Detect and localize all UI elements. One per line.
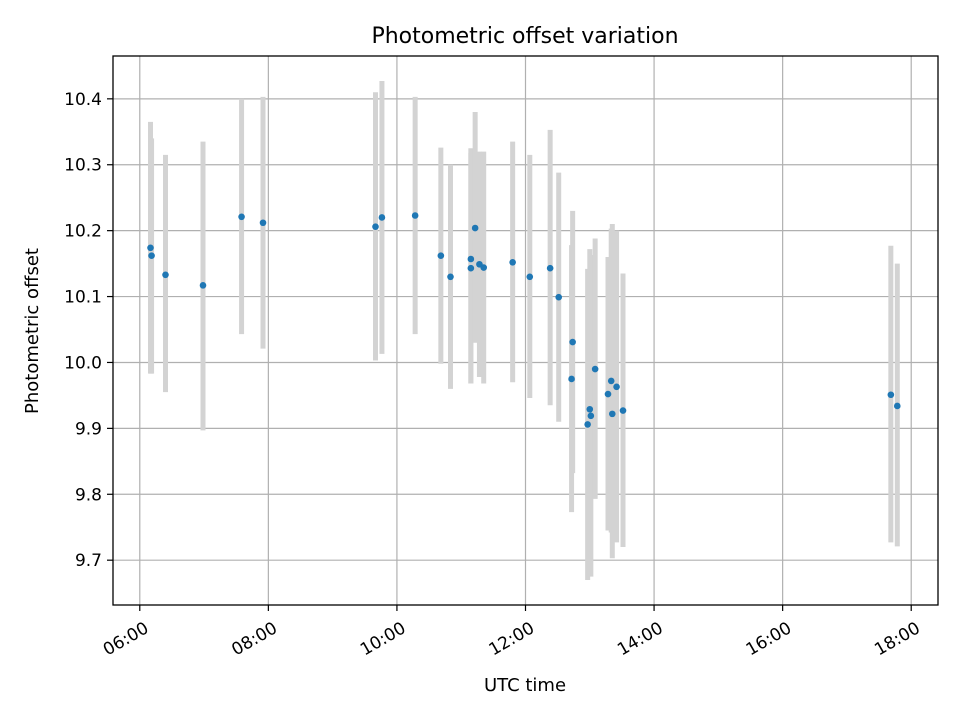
y-tick-label: 10.0 — [64, 353, 102, 373]
data-point — [372, 223, 379, 230]
data-point — [587, 412, 595, 420]
tick-layer: 06:00 08:00 10:00 12:00 14:00 16:00 18:00 9.7 9.… — [64, 90, 924, 660]
data-point — [411, 212, 419, 219]
data-point — [471, 224, 479, 232]
data-point — [526, 273, 534, 281]
chart-title: Photometric offset variation — [371, 24, 678, 49]
data-point — [619, 407, 627, 414]
x-axis-label: UTC time — [484, 675, 566, 696]
data-point — [591, 365, 599, 373]
data-point — [162, 271, 169, 279]
data-point — [467, 264, 475, 272]
data-point — [608, 410, 616, 418]
data-point — [238, 213, 245, 221]
data-point — [147, 244, 154, 252]
data-point — [437, 252, 445, 259]
point-layer — [147, 212, 901, 428]
x-tick-label: 14:00 — [614, 618, 666, 660]
x-tick-label: 18:00 — [871, 618, 923, 660]
data-point — [378, 214, 386, 221]
y-tick-label: 9.7 — [75, 551, 102, 571]
data-point — [148, 252, 155, 259]
x-tick-label: 16:00 — [743, 618, 795, 660]
data-point — [480, 264, 488, 271]
y-tick-label: 10.4 — [64, 90, 102, 110]
data-point — [893, 402, 901, 410]
data-point — [604, 390, 612, 398]
data-point — [887, 391, 895, 399]
x-tick-label: 12:00 — [486, 618, 538, 660]
y-axis-label: Photometric offset — [22, 248, 43, 414]
y-tick-label: 10.2 — [64, 222, 102, 242]
data-point — [447, 273, 454, 281]
data-point — [259, 219, 267, 227]
x-tick-label: 10:00 — [357, 618, 409, 660]
y-tick-label: 10.1 — [64, 288, 102, 308]
data-point — [546, 264, 554, 272]
errorbar-layer — [148, 81, 900, 580]
data-point — [568, 375, 575, 383]
data-point — [199, 282, 207, 289]
x-tick-label: 08:00 — [228, 618, 280, 660]
data-point — [586, 405, 594, 413]
data-point — [584, 421, 591, 428]
data-point — [555, 293, 563, 301]
data-point — [467, 255, 475, 263]
y-tick-label: 9.8 — [75, 485, 102, 505]
data-point — [569, 338, 576, 346]
y-tick-label: 10.3 — [64, 156, 102, 176]
data-point — [509, 258, 516, 266]
y-tick-label: 9.9 — [75, 419, 102, 439]
grid-layer — [113, 56, 938, 605]
data-point — [613, 383, 620, 391]
x-tick-label: 06:00 — [100, 618, 152, 660]
data-point — [607, 377, 615, 385]
